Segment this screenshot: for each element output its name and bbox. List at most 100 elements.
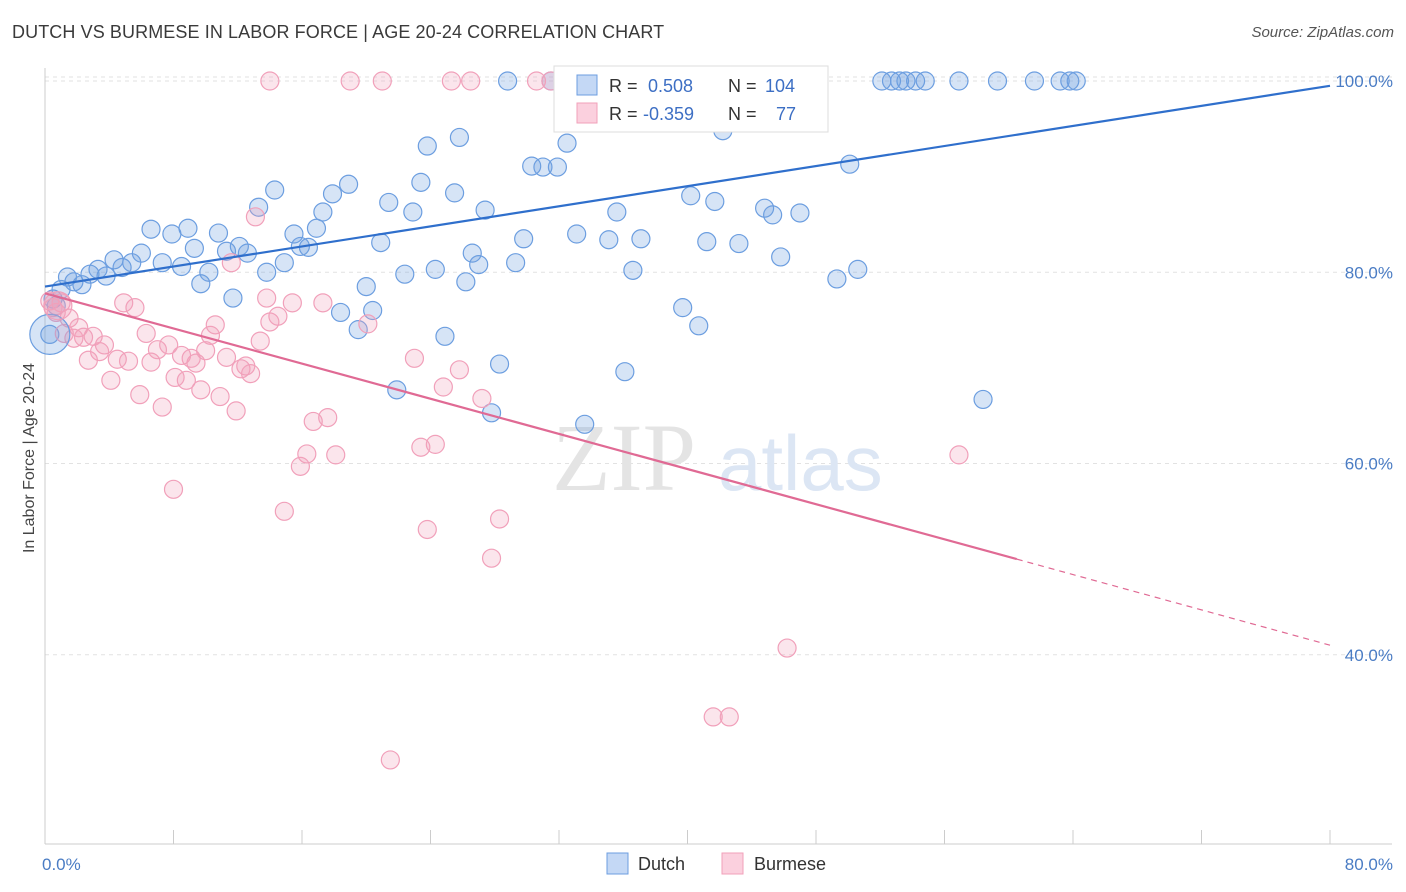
dutch-point bbox=[631, 229, 651, 249]
burmese-point bbox=[461, 71, 481, 91]
dutch-point bbox=[905, 71, 926, 91]
trend-lines bbox=[44, 84, 1331, 646]
bottom-legend-label-burmese: Burmese bbox=[754, 854, 826, 874]
burmese-point bbox=[297, 444, 317, 464]
burmese-point bbox=[245, 207, 266, 227]
dutch-point bbox=[790, 203, 810, 223]
dutch-point bbox=[973, 389, 993, 410]
dutch-point bbox=[506, 253, 526, 273]
dutch-point bbox=[371, 233, 391, 253]
burmese-point bbox=[210, 386, 230, 407]
dutch-point bbox=[348, 320, 368, 340]
dutch-point bbox=[338, 174, 359, 194]
dutch-point bbox=[599, 230, 619, 250]
dutch-point bbox=[475, 200, 495, 220]
dutch-point bbox=[29, 313, 71, 356]
bottom-legend-swatch-dutch bbox=[606, 852, 629, 875]
dutch-point bbox=[915, 71, 935, 91]
bottom-legend-swatch-burmese bbox=[721, 852, 744, 875]
y-tick-label: 60.0% bbox=[1345, 455, 1393, 474]
y-tick-label: 40.0% bbox=[1345, 646, 1393, 665]
dutch-point bbox=[681, 186, 701, 206]
legend-swatch-dutch bbox=[576, 74, 598, 96]
dutch-point bbox=[223, 288, 243, 308]
dutch-point bbox=[178, 218, 198, 238]
burmese-point bbox=[136, 323, 156, 344]
burmese-point bbox=[303, 411, 323, 432]
burmese-point bbox=[73, 327, 94, 347]
burmese-point bbox=[433, 377, 453, 397]
dutch-point bbox=[533, 157, 553, 177]
burmese-point bbox=[719, 707, 739, 727]
dutch-point bbox=[498, 71, 518, 91]
burmese-point bbox=[417, 519, 437, 540]
dutch-point bbox=[1024, 71, 1045, 91]
burmese-point bbox=[274, 501, 294, 521]
burmese-point bbox=[313, 293, 333, 313]
burmese-point bbox=[404, 348, 425, 368]
dutch-point bbox=[265, 180, 285, 200]
burmese-point bbox=[282, 293, 302, 313]
legend-r-label-dutch: R = bbox=[609, 76, 638, 96]
dutch-point bbox=[306, 218, 327, 238]
dutch-point bbox=[284, 224, 304, 244]
burmese-point bbox=[949, 445, 969, 465]
dutch-point bbox=[444, 183, 465, 203]
burmese-point bbox=[340, 71, 360, 91]
burmese-point bbox=[372, 71, 392, 91]
burmese-point bbox=[358, 314, 378, 334]
dutch-point bbox=[615, 362, 635, 382]
dutch-point bbox=[162, 224, 182, 244]
axes bbox=[44, 68, 1392, 845]
burmese-point bbox=[318, 408, 338, 428]
dutch-point bbox=[40, 324, 60, 345]
dutch-point bbox=[330, 302, 351, 323]
burmese-point bbox=[69, 318, 89, 338]
dutch-point bbox=[771, 247, 791, 267]
bottom-legend-label-dutch: Dutch bbox=[638, 854, 685, 874]
burmese-point bbox=[326, 445, 346, 465]
burmese-point bbox=[165, 367, 185, 388]
dutch-point bbox=[987, 71, 1008, 91]
burmese-point bbox=[118, 351, 139, 371]
dutch-point bbox=[141, 219, 161, 239]
dutch-point bbox=[881, 71, 902, 91]
dutch-point bbox=[395, 264, 415, 284]
dutch-point bbox=[435, 326, 455, 346]
dutch-point bbox=[131, 243, 151, 263]
burmese-point bbox=[205, 315, 225, 335]
stats-legend: R = 0.508 N = 104 R = -0.359 N = 77 bbox=[553, 65, 829, 133]
burmese-point bbox=[191, 380, 211, 400]
dutch-point bbox=[547, 157, 567, 177]
dutch-point bbox=[356, 276, 376, 297]
dutch-point bbox=[1050, 71, 1070, 91]
dutch-point bbox=[417, 136, 437, 156]
dutch-point bbox=[689, 316, 709, 336]
dutch-point bbox=[489, 354, 510, 374]
legend-n-label-burmese: N = bbox=[728, 104, 757, 124]
y-tick-label: 100.0% bbox=[1335, 72, 1393, 91]
dutch-point bbox=[425, 259, 445, 279]
dutch-point bbox=[403, 202, 423, 222]
legend-r-value-dutch: 0.508 bbox=[648, 76, 693, 96]
dutch-point bbox=[949, 71, 969, 91]
dutch-point bbox=[257, 262, 277, 282]
y-tick-label: 80.0% bbox=[1345, 263, 1393, 282]
burmese-point bbox=[163, 479, 184, 499]
legend-r-label-burmese: R = bbox=[609, 104, 638, 124]
x-tick-label: 80.0% bbox=[1345, 855, 1393, 874]
dutch-point bbox=[456, 272, 476, 292]
dutch-point bbox=[848, 259, 868, 279]
burmese-point bbox=[777, 638, 797, 658]
dutch-point bbox=[575, 414, 595, 434]
dutch-trend-line bbox=[44, 84, 1331, 288]
dutch-point bbox=[469, 255, 489, 275]
dutch-point bbox=[112, 257, 132, 278]
chart-source: Source: ZipAtlas.com bbox=[1251, 24, 1394, 41]
burmese-trend-extension bbox=[1016, 558, 1331, 646]
stats-legend-box bbox=[553, 65, 829, 133]
dutch-point bbox=[889, 71, 910, 91]
burmese-point bbox=[411, 437, 431, 457]
burmese-trend-line bbox=[44, 292, 1018, 561]
